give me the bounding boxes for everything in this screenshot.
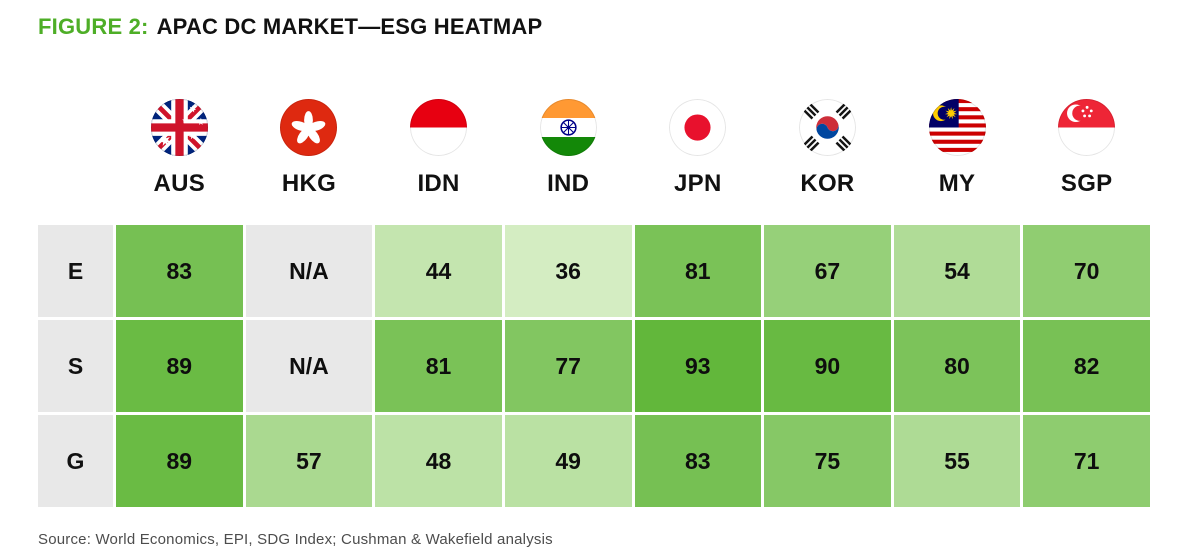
heatmap-cell-e-idn: 44	[375, 225, 502, 317]
figure-title: FIGURE 2: APAC DC MARKET—ESG HEATMAP	[38, 14, 1185, 40]
column-header-ind: IND	[504, 70, 632, 222]
column-label-idn: IDN	[417, 170, 460, 197]
heatmap-cell-s-my: 80	[893, 320, 1021, 412]
row-label-g: G	[38, 415, 113, 507]
heatmap-cell-g-jpn: 83	[634, 415, 762, 507]
heatmap-cell-e-kor: 67	[764, 225, 891, 317]
heatmap-cell-g-hkg: 57	[245, 415, 373, 507]
heatmap-cell-g-idn: 48	[375, 415, 502, 507]
singapore-flag-icon	[1058, 99, 1116, 156]
heatmap-corner	[38, 70, 113, 222]
heatmap-cell-e-hkg: N/A	[245, 225, 373, 317]
heatmap-cell-s-kor: 90	[764, 320, 891, 412]
malaysia-flag-icon	[928, 99, 986, 156]
heatmap-cell-g-my: 55	[893, 415, 1021, 507]
heatmap-cell-g-aus: 89	[116, 415, 243, 507]
heatmap-cell-s-aus: 89	[116, 320, 243, 412]
south-korea-flag-icon	[798, 99, 856, 156]
heatmap-cell-e-aus: 83	[116, 225, 243, 317]
column-label-sgp: SGP	[1060, 170, 1113, 197]
heatmap-cell-s-ind: 77	[504, 320, 632, 412]
column-header-hkg: HKG	[245, 70, 373, 222]
column-header-jpn: JPN	[634, 70, 762, 222]
column-header-idn: IDN	[375, 70, 502, 222]
column-header-aus: AUS	[116, 70, 243, 222]
figure-title-text: APAC DC MARKET—ESG HEATMAP	[156, 14, 543, 39]
column-header-sgp: SGP	[1023, 70, 1150, 222]
australia-flag-icon	[150, 99, 208, 156]
column-label-jpn: JPN	[674, 170, 722, 197]
column-label-ind: IND	[547, 170, 590, 197]
esg-heatmap: AUS HKG IDN IND JPN KOR	[38, 70, 1150, 507]
column-label-hkg: HKG	[281, 170, 337, 197]
column-header-kor: KOR	[764, 70, 891, 222]
heatmap-cell-e-my: 54	[893, 225, 1021, 317]
figure-container: FIGURE 2: APAC DC MARKET—ESG HEATMAP AUS …	[38, 14, 1185, 548]
column-header-my: MY	[893, 70, 1021, 222]
heatmap-cell-g-kor: 75	[764, 415, 891, 507]
india-flag-icon	[539, 99, 597, 156]
column-label-kor: KOR	[800, 170, 855, 197]
column-label-my: MY	[938, 170, 976, 197]
heatmap-cell-e-jpn: 81	[634, 225, 762, 317]
heatmap-cell-e-ind: 36	[504, 225, 632, 317]
hong-kong-flag-icon	[280, 99, 338, 156]
row-label-s: S	[38, 320, 113, 412]
figure-label: FIGURE 2:	[38, 14, 149, 39]
heatmap-cell-e-sgp: 70	[1023, 225, 1150, 317]
heatmap-cell-g-ind: 49	[504, 415, 632, 507]
heatmap-cell-s-jpn: 93	[634, 320, 762, 412]
japan-flag-icon	[669, 99, 727, 156]
heatmap-cell-s-idn: 81	[375, 320, 502, 412]
indonesia-flag-icon	[410, 99, 468, 156]
heatmap-cell-s-hkg: N/A	[245, 320, 373, 412]
column-label-aus: AUS	[153, 170, 206, 197]
heatmap-cell-g-sgp: 71	[1023, 415, 1150, 507]
row-label-e: E	[38, 225, 113, 317]
heatmap-cell-s-sgp: 82	[1023, 320, 1150, 412]
